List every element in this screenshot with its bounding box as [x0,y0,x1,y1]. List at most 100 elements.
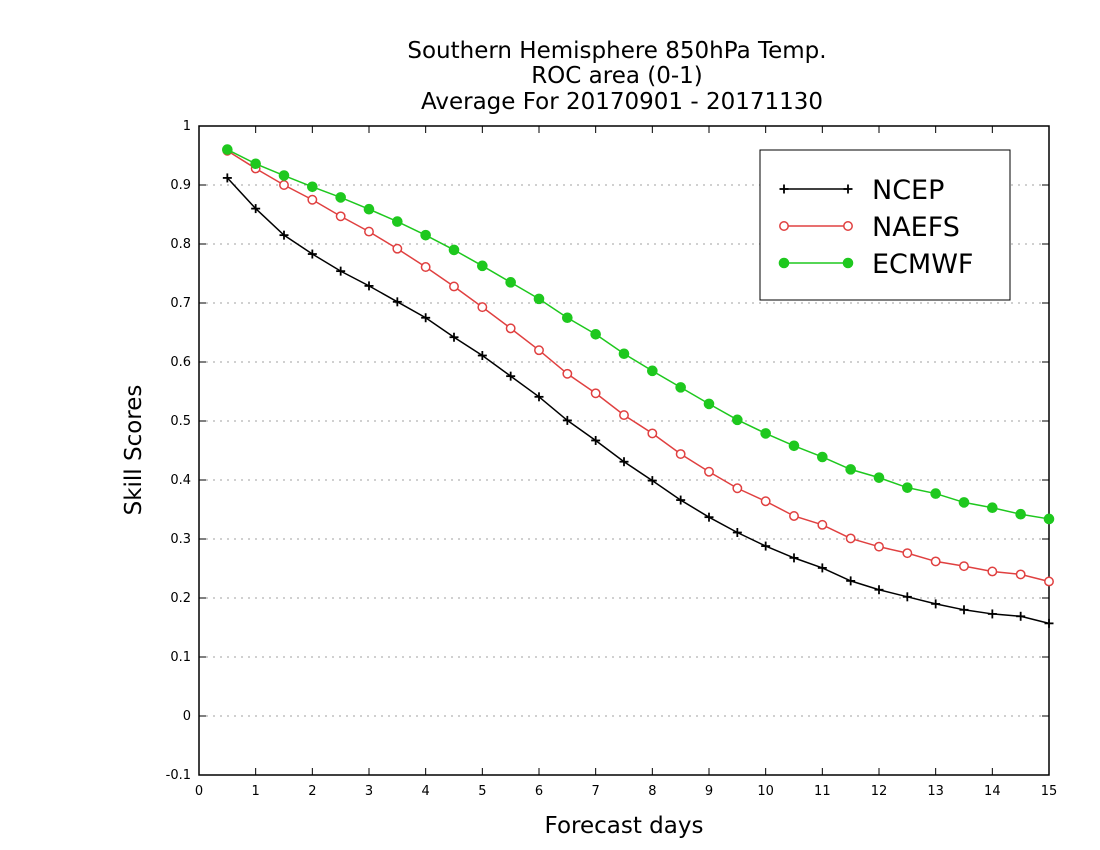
data-point-ecmwf [1043,513,1055,525]
data-point-ecmwf [675,382,686,393]
legend-label-ecmwf: ECMWF [872,249,973,280]
y-tick-label: 0.5 [170,414,191,429]
legend: NCEP NAEFS ECMWF [759,149,1011,301]
y-tick-label: 0.1 [170,650,191,665]
data-point-ecmwf [902,482,913,493]
data-point-naefs [817,519,828,530]
y-tick-label: 1 [183,119,191,134]
data-point-naefs [562,368,573,379]
data-point-naefs [279,180,289,190]
x-tick-label: 9 [705,784,713,799]
data-point-ncep [704,512,714,522]
data-point-ncep [874,585,884,595]
series-naefs [222,145,1054,587]
data-point-ncep [846,576,856,586]
data-point-ncep [506,371,516,381]
data-point-naefs [902,548,913,559]
data-point-ncep [392,297,402,307]
x-tick-label: 14 [984,784,1001,799]
x-tick-label: 7 [592,784,600,799]
legend-marker-ecmwf [778,257,790,269]
data-point-naefs [845,533,856,544]
y-tick-label: 0.8 [170,237,191,252]
data-point-ecmwf [817,451,828,463]
data-point-ecmwf [307,181,318,193]
y-tick-label: 0.7 [170,296,191,311]
legend-marker-naefs [779,221,789,231]
chart-title: Southern Hemisphere 850hPa Temp. ROC are… [407,38,826,115]
data-point-ecmwf [987,502,998,514]
y-axis: -0.1 0 0.1 0.2 0.3 0.4 0.5 0.6 0.7 0.8 0.9 1 [166,119,1049,783]
data-point-ecmwf [477,260,488,272]
data-point-naefs [477,302,488,313]
data-point-ncep [761,541,771,551]
legend-marker-ncep [779,184,789,194]
data-point-ncep [789,553,799,563]
data-point-ncep [676,495,686,505]
legend-item-naefs: NAEFS [779,212,960,243]
series-layer [222,144,1055,628]
legend-items: NCEP NAEFS ECMWF [778,175,973,280]
x-tick-label: 10 [757,784,774,799]
data-point-ncep [817,563,827,573]
data-point-ncep [336,266,346,276]
data-point-naefs [760,496,771,507]
chart-title-line-1: Southern Hemisphere 850hPa Temp. [407,38,826,64]
data-point-naefs [789,511,799,521]
data-point-ecmwf [732,414,743,426]
legend-marker-ecmwf [842,257,854,269]
data-point-ncep [1016,611,1026,621]
data-point-ncep [279,230,289,240]
x-tick-label: 4 [422,784,430,799]
x-tick-label: 13 [927,784,944,799]
data-point-ecmwf [873,472,885,483]
data-point-naefs [364,226,374,237]
y-tick-label: 0.2 [170,591,191,606]
series-ecmwf [222,144,1055,525]
data-point-ecmwf [958,497,970,508]
data-point-ncep [902,592,912,602]
x-tick-label: 1 [252,784,260,799]
data-point-ecmwf [222,144,233,155]
data-point-ncep [931,599,941,609]
y-axis-label: Skill Scores [121,385,147,516]
plot-frame [198,125,1050,776]
data-point-naefs [534,345,544,356]
data-point-naefs [307,194,318,205]
x-tick-label: 6 [535,784,543,799]
data-point-ecmwf [533,293,545,305]
data-point-naefs [959,561,969,572]
y-tick-label: 0.9 [170,178,191,193]
legend-marker-naefs [843,221,853,231]
legend-marker-ncep [843,184,853,194]
data-point-ncep [534,392,544,402]
data-point-ncep [647,476,657,486]
legend-label-naefs: NAEFS [872,212,960,243]
data-point-ecmwf [845,464,856,475]
x-tick-label: 8 [648,784,656,799]
data-point-naefs [505,323,516,334]
data-point-ecmwf [930,488,941,499]
data-point-naefs [1015,569,1026,580]
x-tick-label: 0 [195,784,203,799]
series-line-ncep [226,177,1050,625]
data-point-ncep [477,351,487,361]
data-point-ecmwf [760,428,771,439]
data-point-naefs [987,566,998,577]
data-point-naefs [335,211,346,222]
data-point-ecmwf [363,203,375,215]
legend-item-ecmwf: ECMWF [778,249,973,280]
data-point-ncep [732,528,742,538]
series-ncep [222,173,1054,628]
data-point-naefs [1044,576,1054,587]
data-point-naefs [930,556,941,567]
data-point-ecmwf [278,170,290,181]
data-point-naefs [675,449,686,459]
legend-item-ncep: NCEP [779,175,944,206]
x-tick-label: 5 [478,784,486,799]
chart-title-line-3: Average For 20170901 - 20171130 [421,89,823,115]
data-point-ncep [987,609,997,619]
data-point-ncep [591,435,601,445]
legend-box [759,149,1011,301]
